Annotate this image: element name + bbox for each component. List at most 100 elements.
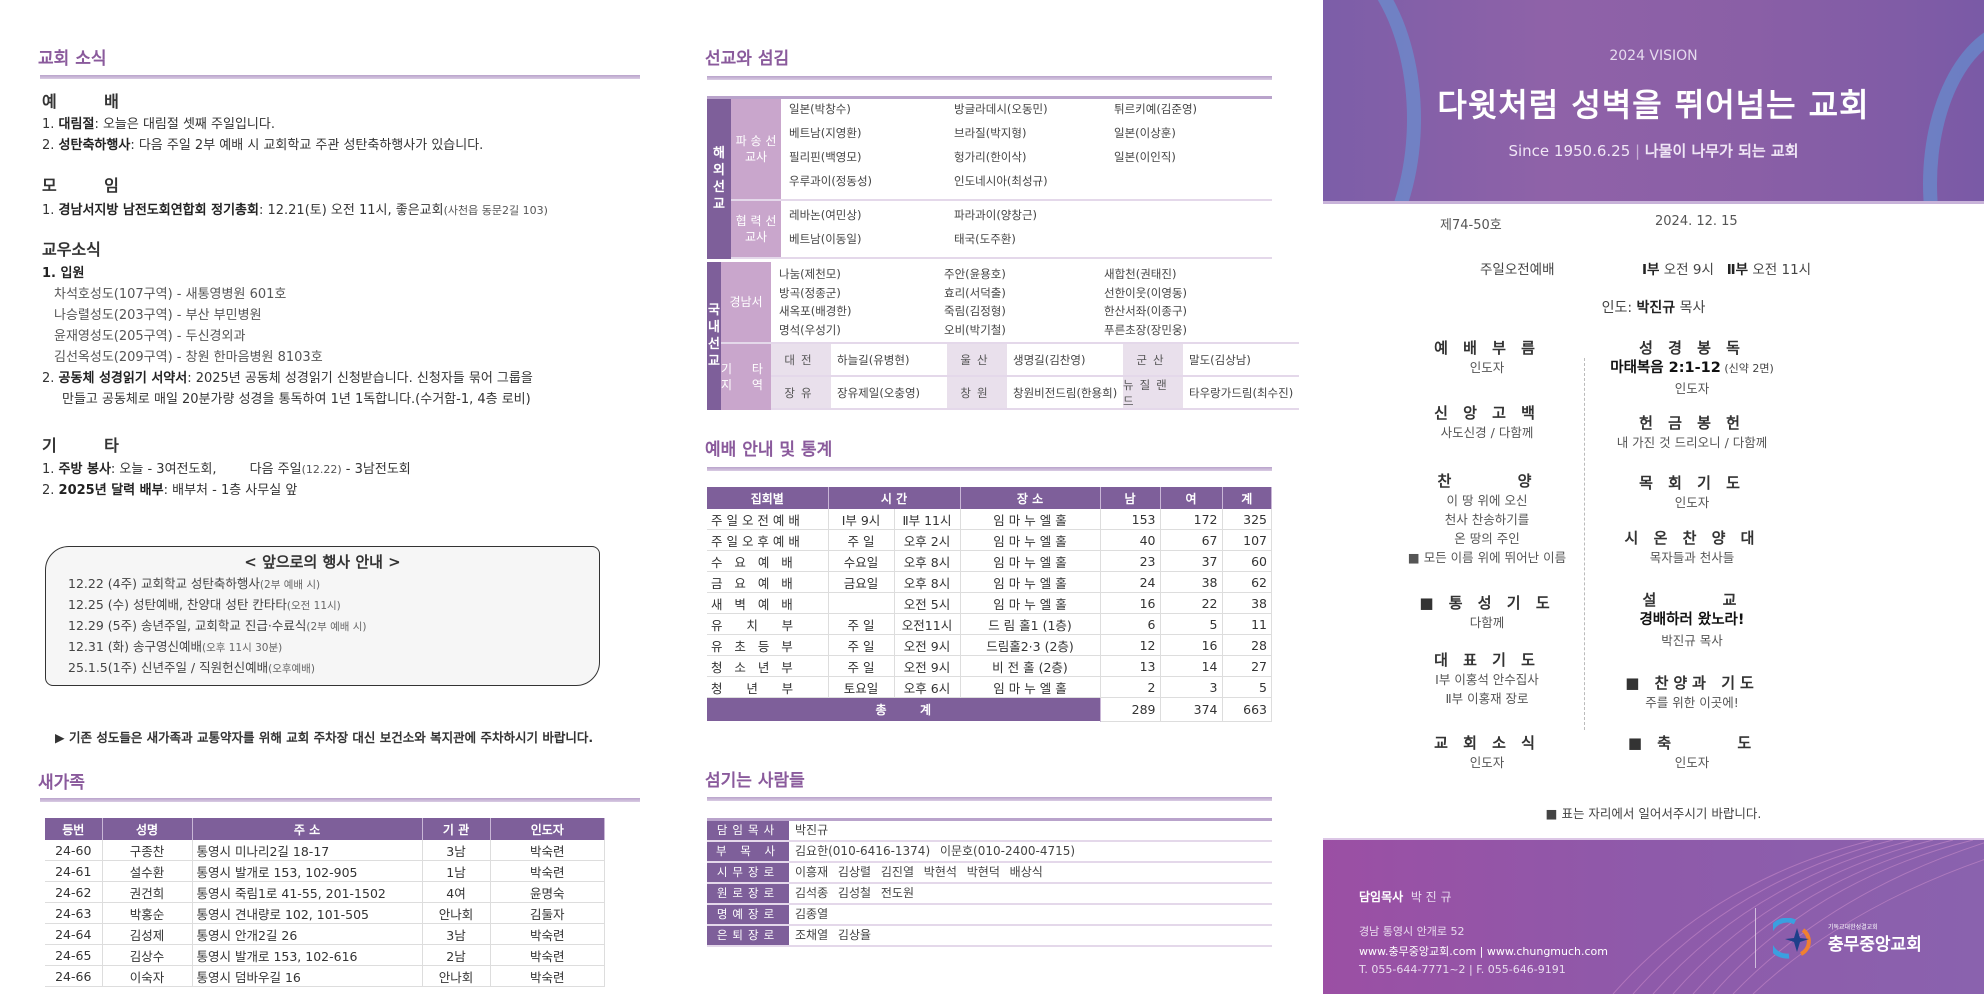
table-cell: 오전 5시 xyxy=(894,592,961,614)
event-item: 12.31 (화) 송구영신예배(오후 11시 30분) xyxy=(68,637,577,658)
region-label: 창원 xyxy=(947,377,1007,408)
table-cell: 오전11시 xyxy=(894,613,961,635)
order-detail: 주를 위한 이곳에! xyxy=(1645,695,1739,710)
table-cell: 박숙련 xyxy=(490,860,605,882)
table-cell: 24-65 xyxy=(45,944,103,966)
worship-order-item: 시 온 찬 양 대 목자들과 천사들 xyxy=(1572,527,1812,567)
col-header: 기 관 xyxy=(422,818,491,840)
hospital-item: 나승렬성도(203구역) - 부산 부민병원 xyxy=(54,308,262,323)
table-cell: 1남 xyxy=(422,860,491,882)
table-cell: 임 마 누 엘 홀 xyxy=(960,676,1101,698)
table-row: 24-64 김성제 통영시 안개2길 26 3남 박숙련 xyxy=(45,923,605,945)
table-cell: 28 xyxy=(1222,634,1272,656)
subheading: 모 임 xyxy=(42,176,121,195)
table-cell: 통영시 견내량로 102, 101-505 xyxy=(192,902,423,924)
order-detail: 사도신경 / 다함께 xyxy=(1440,425,1534,440)
pastor-line: 담임목사 박 진 규 xyxy=(1359,890,1452,904)
order-title: 대 표 기 도 xyxy=(1434,651,1540,669)
order-detail: 내 가진 것 드리오니 / 다함께 xyxy=(1616,435,1768,450)
table-cell: 37 xyxy=(1160,550,1223,572)
sent-missionary-label: 파 송 선교사 xyxy=(731,99,781,199)
event-item: 12.25 (수) 성탄예배, 찬양대 성탄 칸타타(오전 11시) xyxy=(68,595,577,616)
table-row: 24-62 권건희 통영시 죽림1로 41-55, 201-1502 4여 윤명숙 xyxy=(45,881,605,903)
table-cell: 토요일 xyxy=(828,676,895,698)
worship-order-item: ■ 찬양과 기도 주를 위한 이곳에! xyxy=(1572,672,1812,712)
event-text: 12.22 (4주) 교회학교 성탄축하행사 xyxy=(68,576,260,591)
divider xyxy=(707,76,1272,80)
server-row: 원로장로 김석종 김성철 전도원 xyxy=(707,884,1272,905)
worship-order-item: 예 배 부 름 인도자 xyxy=(1347,337,1627,377)
table-cell: 67 xyxy=(1160,529,1223,551)
table-cell: 오후 8시 xyxy=(894,550,961,572)
mission-entry: 효리(서덕출) xyxy=(944,285,1006,300)
table-cell: 주 일 오 전 예 배 xyxy=(707,509,829,530)
event-text: 12.31 (화) 송구영신예배 xyxy=(68,639,202,654)
order-title: 예 배 부 름 xyxy=(1434,339,1540,357)
table-cell: 이숙자 xyxy=(102,965,193,987)
server-names: 김석종 김성철 전도원 xyxy=(795,886,914,900)
event-note: (오후예배) xyxy=(268,663,315,675)
col-header: 집회별 xyxy=(707,487,829,509)
table-cell: 드림홀2·3 (2층) xyxy=(960,634,1101,656)
table-cell: 오전 9시 xyxy=(894,634,961,656)
table-cell: 12 xyxy=(1100,634,1161,656)
section-title-church-news: 교회 소식 xyxy=(38,49,107,69)
table-cell: 청 소 년 부 xyxy=(707,655,829,677)
mission-entry: 죽림(김정형) xyxy=(944,304,1006,318)
table-cell: 27 xyxy=(1222,655,1272,677)
mission-entry: 선한이웃(이영동) xyxy=(1104,285,1188,300)
order-detail: 박진규 목사 xyxy=(1661,633,1723,648)
region-church: 창원비전드림(한용희) xyxy=(1013,385,1118,400)
order-detail: ■ 모든 이름 위에 뛰어난 이름 xyxy=(1407,550,1567,565)
meeting-news: 모 임 1. 경남서지방 남전도회연합회 정기총회: 12.21(토) 오전 1… xyxy=(42,172,548,221)
table-cell: 6 xyxy=(1100,613,1161,635)
order-detail: 온 땅의 주인 xyxy=(1454,531,1520,546)
table-cell: 주 일 xyxy=(828,613,895,635)
total-female: 374 xyxy=(1160,697,1223,722)
order-title: 교 회 소 식 xyxy=(1434,734,1540,752)
table-cell: 주 일 오 후 예 배 xyxy=(707,529,829,551)
table-cell: 임 마 누 엘 홀 xyxy=(960,550,1101,572)
mission-entry: 방글라데시(오동민) xyxy=(954,102,1048,116)
website-links[interactable]: www.충무중앙교회.com | www.chungmuch.com xyxy=(1359,945,1609,958)
logo-church-name: 충무중앙교회 xyxy=(1828,935,1922,955)
table-cell: 24-61 xyxy=(45,860,103,882)
table-cell: 유 치 부 xyxy=(707,613,829,635)
worship-order-item: ■ 통 성 기 도 다함께 xyxy=(1347,592,1627,632)
total-label: 총 계 xyxy=(707,697,1101,721)
news-item: 1. 주방 봉사: 오늘 - 3여전도회, 다음 주일(12.22) - 3남전… xyxy=(42,462,411,477)
server-names: 김요한(010-6416-1374) 이문호(010-2400-4715) xyxy=(795,844,1076,858)
events-list: 12.22 (4주) 교회학교 성탄축하행사(2부 예배 시) 12.25 (수)… xyxy=(68,574,577,679)
server-row: 명예장로 김종열 xyxy=(707,905,1272,926)
mission-entry: 튀르키예(김준영) xyxy=(1114,102,1198,116)
stand-note: ■ 표는 자리에서 일어서주시기 바랍니다. xyxy=(1545,806,1762,821)
hospital-item: 차석호성도(107구역) - 새통영병원 601호 xyxy=(54,287,287,302)
table-cell: 김상수 xyxy=(102,944,193,966)
table-cell: 3남 xyxy=(422,840,491,861)
subheading: 교우소식 xyxy=(42,240,101,259)
region-church: 장유제일(오충영) xyxy=(837,385,921,400)
mission-entry: 일본(이상훈) xyxy=(1114,126,1176,140)
divider xyxy=(707,467,1272,471)
table-cell: 김성제 xyxy=(102,923,193,945)
table-cell: 통영시 발개로 153, 102-616 xyxy=(192,944,423,966)
worship-leader: 인도: 박진규 목사 xyxy=(1601,300,1706,316)
service-name: 주일오전예배 xyxy=(1480,262,1555,278)
order-highlight-text: 경배하러 왔노라! xyxy=(1639,612,1745,628)
order-detail: 인도자 xyxy=(1674,495,1710,510)
col-header: 인도자 xyxy=(490,818,605,840)
parking-note: ▶ 기존 성도들은 새가족과 교통약자를 위해 교회 주차장 대신 보건소와 복… xyxy=(55,730,594,745)
table-cell: 오전 9시 xyxy=(894,655,961,677)
col-header: 등번 xyxy=(45,818,103,840)
region-church: 타우랑가드림(최수진) xyxy=(1189,385,1294,400)
overseas-label: 해외선교 xyxy=(713,146,725,212)
col-header: 남 xyxy=(1100,487,1161,509)
table-cell: 24-63 xyxy=(45,902,103,924)
events-title: < 앞으로의 행사 안내 > xyxy=(244,553,401,571)
news-item: 2. 성탄축하행사: 다음 주일 2부 예배 시 교회학교 주관 성탄축하행사가… xyxy=(42,138,484,153)
mission-entry xyxy=(1114,231,1264,255)
